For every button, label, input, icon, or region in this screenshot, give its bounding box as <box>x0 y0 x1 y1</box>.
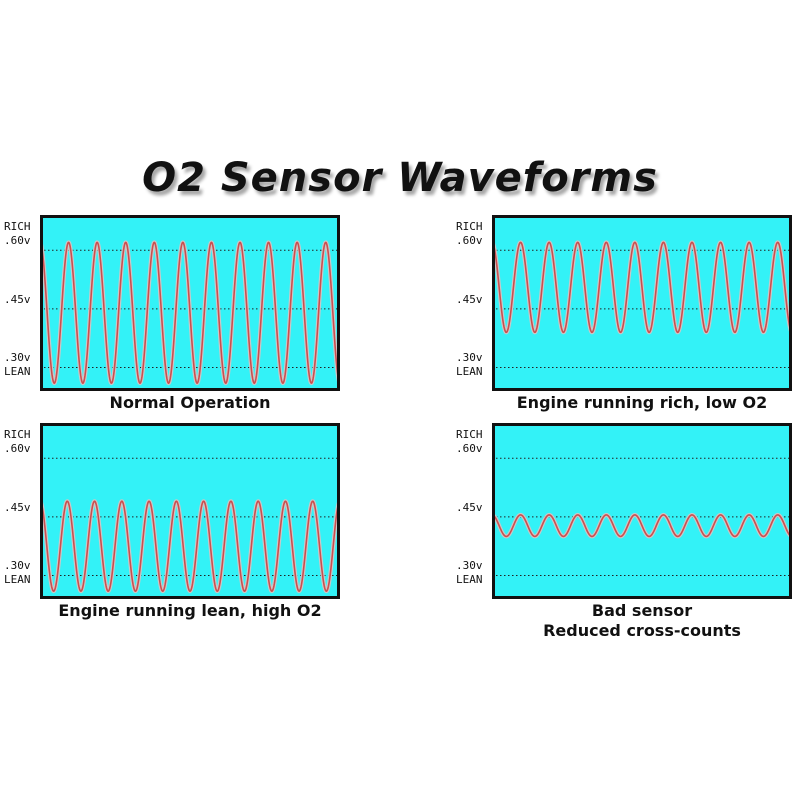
y-label-060: .60v <box>4 234 31 247</box>
waveform-chart <box>40 215 340 391</box>
waveform-line-0 <box>492 241 792 334</box>
plot-frame <box>492 423 792 599</box>
y-label-030: .30v <box>4 351 31 364</box>
caption-line-1: Bad sensor <box>591 601 693 620</box>
y-label-060: .60v <box>456 234 483 247</box>
y-label-045: .45v <box>456 501 483 514</box>
waveform-chart <box>492 423 792 599</box>
plot-area <box>492 215 792 391</box>
plot-frame <box>40 215 340 391</box>
y-label-045: .45v <box>4 501 31 514</box>
y-label-rich: RICH <box>4 428 31 441</box>
chart-title: O2 Sensor Waveforms <box>142 155 658 201</box>
panel-caption: Engine running rich, low O2 <box>492 393 792 413</box>
panel-caption: Engine running lean, high O2 <box>40 601 340 621</box>
waveform-line-0 <box>492 514 792 538</box>
panel-engine-rich: RICH .60v .45v .30v LEAN Engine running … <box>452 210 800 440</box>
plot-background <box>492 423 792 599</box>
plot-area <box>492 423 792 599</box>
panel-caption: Normal Operation <box>40 393 340 413</box>
y-label-lean: LEAN <box>4 573 31 586</box>
panel-normal-operation: RICH .60v .45v .30v LEAN Normal Operatio… <box>0 210 400 440</box>
waveform-chart <box>492 215 792 391</box>
y-label-lean: LEAN <box>456 365 483 378</box>
y-label-030: .30v <box>4 559 31 572</box>
plot-area <box>40 423 340 599</box>
waveform-line-0 <box>40 241 340 384</box>
y-label-lean: LEAN <box>456 573 483 586</box>
waveform-chart <box>40 423 340 599</box>
plot-area <box>40 215 340 391</box>
caption-line-1: Engine running lean, high O2 <box>58 601 322 620</box>
plot-frame <box>40 423 340 599</box>
y-label-045: .45v <box>456 293 483 306</box>
waveform-line-0 <box>40 500 340 592</box>
panel-bad-sensor: RICH .60v .45v .30v LEAN Bad sensor Redu… <box>452 418 800 648</box>
caption-line-1: Normal Operation <box>109 393 271 412</box>
y-label-060: .60v <box>4 442 31 455</box>
caption-line-1: Engine running rich, low O2 <box>516 393 768 412</box>
y-label-rich: RICH <box>456 428 483 441</box>
y-label-060: .60v <box>456 442 483 455</box>
y-label-030: .30v <box>456 559 483 572</box>
y-label-045: .45v <box>4 293 31 306</box>
y-label-rich: RICH <box>4 220 31 233</box>
y-label-lean: LEAN <box>4 365 31 378</box>
panel-caption: Bad sensor Reduced cross-counts <box>492 601 792 641</box>
y-label-rich: RICH <box>456 220 483 233</box>
caption-line-2: Reduced cross-counts <box>543 621 741 640</box>
plot-frame <box>492 215 792 391</box>
y-label-030: .30v <box>456 351 483 364</box>
panel-engine-lean: RICH .60v .45v .30v LEAN Engine running … <box>0 418 400 648</box>
